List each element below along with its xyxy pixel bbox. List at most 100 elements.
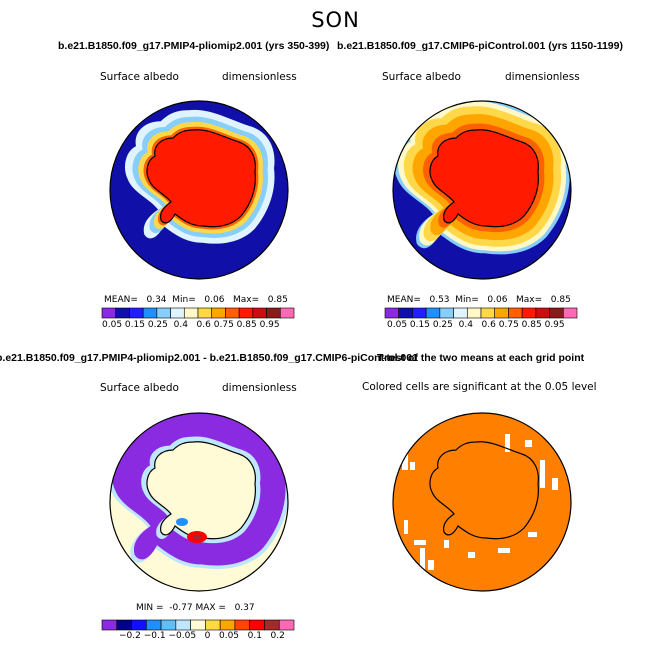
panel1-max-value: 0.85 [267,295,288,305]
panel3-coastline [146,441,256,540]
panel3-stats: MIN = -0.77 MAX = 0.37 [136,603,255,613]
panel2-colorbar-swatch [508,307,523,319]
season-title: SON [311,8,360,32]
panel1-tick: 0.75 [213,320,234,330]
panel3-colorbar-swatch [190,619,206,631]
panel1-title: b.e21.B1850.f09_g17.PMIP4-pliomip2.001 (… [58,40,330,52]
panel4-title: T-test of the two means at each grid poi… [377,352,585,364]
panel3-right-label: dimensionless [222,382,297,394]
panel4-subtitle: Colored cells are significant at the 0.0… [362,381,597,393]
panel2-tick: 0.75 [498,320,519,330]
panel4-significant-cells [393,413,571,591]
panel3-colorbar-swatch [278,619,295,631]
panel3-tick: 0.2 [270,631,285,641]
panel3-left-label: Surface albedo [100,382,179,394]
panel1-colorbar-swatch [170,307,185,319]
panel2-mean-value: 0.53 [429,295,450,305]
panel3-colorbar-swatch [264,619,280,631]
panel1-tick: 0.95 [259,320,280,330]
panel2-tick: 0.95 [544,320,565,330]
panel2-tick: 0.05 [387,320,408,330]
panel2-colorbar-swatch [562,307,578,319]
panel2-tick: 0.15 [409,320,430,330]
panel2-coastline [429,129,539,228]
panel2-mean-label: MEAN= [387,295,421,305]
panel2-colorbar-swatch [535,307,550,319]
panel2-tick: 0.6 [481,320,496,330]
panel2-tick: 0.4 [458,320,473,330]
panel2-colorbar-swatch [466,307,482,319]
panel1-tick: 0.05 [102,320,123,330]
panel2-colorbar-swatch [480,307,496,319]
panel1-colorbar-swatch [101,307,117,319]
panel1-left-label: Surface albedo [100,71,179,83]
panel2-left-label: Surface albedo [382,71,461,83]
panel2-colorbar [384,307,578,319]
panel2-colorbar-swatch [384,307,400,319]
panel3-colorbar-swatch [160,619,177,631]
panel3-colorbar-swatch [219,619,236,631]
panel3-tick: −0.2 [119,631,141,641]
panel2-tick: 0.85 [521,320,542,330]
panel3-colorbar-swatch [205,619,221,631]
panel1-coastline [146,129,256,228]
panel1-colorbar-swatch [115,307,130,319]
panel2-colorbar-swatch [453,307,468,319]
panel3-border [109,412,289,592]
panel2-stats: MEAN= 0.53 Min= 0.06 Max= 0.85 [387,295,571,305]
panel3-colorbar-swatch [101,619,118,631]
panel2-border [392,100,572,280]
panel1-min-label: Min= [172,295,196,305]
panel1-colorbar-swatch [156,307,171,319]
panel3-max-value: 0.37 [234,603,255,613]
panel3-colorbar-swatch [146,619,162,631]
panel3-colorbar-swatch [116,619,132,631]
panel2-map [393,101,571,279]
panel2-colorbar-tick-labels: 0.05 0.15 0.25 0.4 0.6 0.75 0.85 0.95 [387,320,565,330]
panel4-border [392,412,572,592]
panel3-tick: 0 [204,631,211,641]
panel2-max-value: 0.85 [550,295,571,305]
panel2-min-value: 0.06 [487,295,508,305]
panel1-colorbar-swatch [279,307,295,319]
panel1-stats: MEAN= 0.34 Min= 0.06 Max= 0.85 [104,295,288,305]
panel2-colorbar-swatch [398,307,413,319]
panel2-right-label: dimensionless [505,71,580,83]
panel1-mean-label: MEAN= [104,295,138,305]
panel1-colorbar-swatch [238,307,254,319]
panel3-colorbar [101,619,295,631]
panel2-max-label: Max= [516,295,543,305]
panel2-colorbar-swatch [412,307,427,319]
panel3-colorbar-swatch [234,619,250,631]
panel1-right-label: dimensionless [222,71,297,83]
panel4-insignificant-cells [402,434,558,576]
panel1-tick: 0.25 [147,320,168,330]
panel1-map [110,101,288,279]
panel3-max-label: MAX = [195,603,226,613]
panel3-title: b.e21.B1850.f09_g17.PMIP4-pliomip2.001 -… [0,352,418,364]
panel1-colorbar-tick-labels: 0.05 0.15 0.25 0.4 0.6 0.75 0.85 0.95 [102,320,280,330]
panel3-colorbar-swatch [175,619,191,631]
panel1-colorbar-swatch [211,307,226,319]
panel2-tick: 0.25 [432,320,453,330]
panel3-tick: −0.1 [143,631,166,641]
panel2-colorbar-swatch [439,307,454,319]
panel1-colorbar-swatch [225,307,240,319]
panel1-border [109,100,289,280]
panel1-mean-value: 0.34 [146,295,167,305]
panel2-title: b.e21.B1850.f09_g17.CMIP6-piControl.001 … [337,40,623,52]
panel1-min-value: 0.06 [204,295,225,305]
panel1-tick: 0.6 [196,320,211,330]
panel3-colorbar-tick-labels: −0.2 −0.1 −0.05 0 0.05 0.1 0.2 [119,631,285,641]
panel1-colorbar-swatch [252,307,267,319]
panel3-min-value: -0.77 [169,603,193,613]
panel2-colorbar-swatch [425,307,441,319]
panel1-colorbar-swatch [197,307,213,319]
panel3-map [110,413,288,591]
panel3-colorbar-swatch [131,619,147,631]
panel1-colorbar-swatch [183,307,199,319]
panel2-min-label: Min= [455,295,479,305]
panel3-min-label: MIN = [136,603,164,613]
panel1-colorbar-swatch [129,307,144,319]
